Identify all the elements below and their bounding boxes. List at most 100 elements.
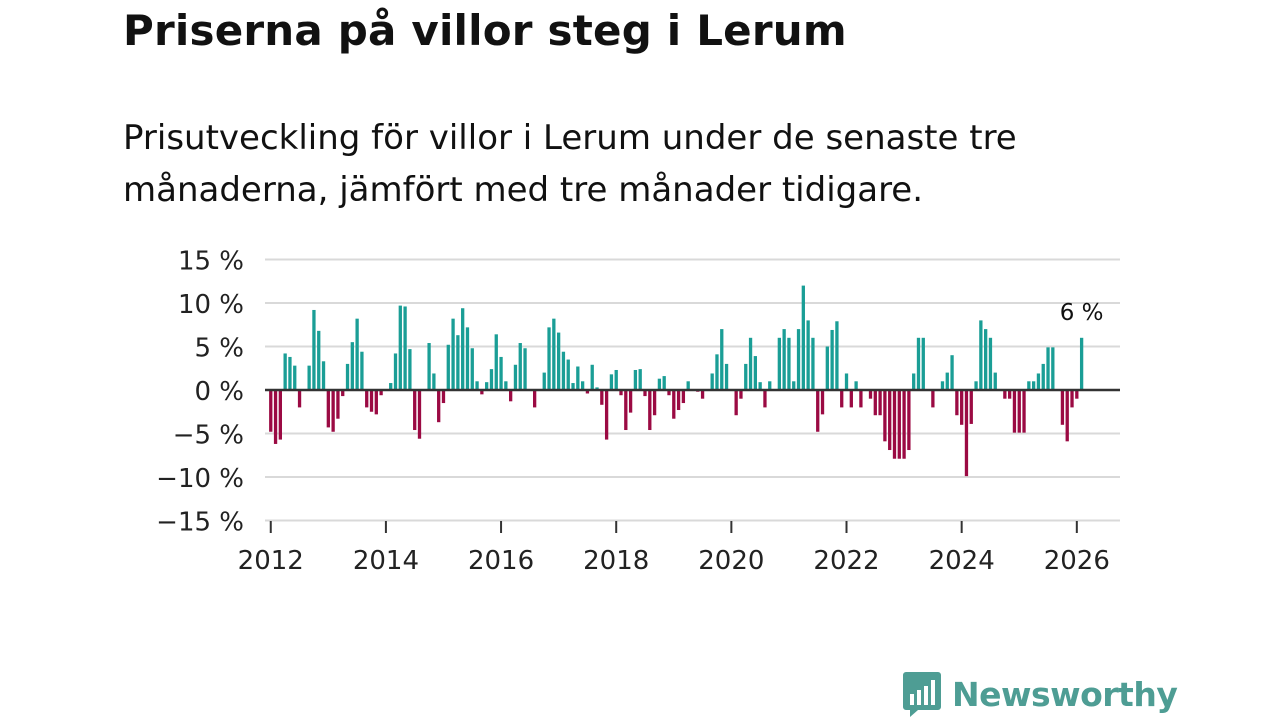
bar xyxy=(969,390,973,424)
bar xyxy=(379,390,383,396)
bar xyxy=(700,390,705,399)
x-axis: 2012 2014 2016 2018 2020 2022 2024 2026 xyxy=(238,521,1110,576)
bar xyxy=(595,387,599,390)
bar xyxy=(657,378,662,390)
bar xyxy=(547,327,551,390)
bar xyxy=(979,320,983,390)
bar xyxy=(854,381,858,390)
bar xyxy=(1060,390,1065,425)
bar xyxy=(398,305,402,390)
bar xyxy=(907,390,911,451)
bar xyxy=(1065,390,1069,442)
bar xyxy=(888,390,892,451)
bar xyxy=(590,364,594,390)
bar xyxy=(686,381,690,390)
bar xyxy=(873,390,877,416)
x-tick-label: 2024 xyxy=(929,546,995,576)
bar xyxy=(283,353,287,390)
bar xyxy=(984,329,988,390)
bar xyxy=(441,390,446,404)
bar xyxy=(993,372,997,390)
bar xyxy=(720,329,724,390)
bar xyxy=(417,390,422,439)
bar xyxy=(1031,381,1036,390)
bar xyxy=(485,382,489,390)
bar xyxy=(360,351,364,390)
bar xyxy=(331,390,335,432)
bar xyxy=(1027,381,1031,390)
y-tick-label: 10 % xyxy=(178,290,244,320)
bar xyxy=(619,390,623,396)
bar xyxy=(1079,337,1084,390)
bar xyxy=(825,346,829,390)
bar xyxy=(350,342,354,390)
bar xyxy=(489,369,494,390)
bar xyxy=(816,390,820,432)
bar xyxy=(897,390,901,459)
bar xyxy=(940,381,945,390)
bar xyxy=(278,390,283,440)
bar xyxy=(393,353,398,390)
bar xyxy=(475,381,479,390)
bar xyxy=(715,354,719,390)
bar xyxy=(945,372,949,390)
brand-logo[interactable]: Newsworthy xyxy=(902,668,1178,720)
bar xyxy=(806,320,810,390)
bar xyxy=(321,361,326,390)
bar xyxy=(1075,390,1079,399)
bar xyxy=(576,366,580,390)
bar xyxy=(796,329,801,390)
bar xyxy=(840,390,844,408)
bar xyxy=(317,330,321,390)
bar xyxy=(988,337,993,390)
bar xyxy=(494,334,498,390)
bar xyxy=(964,390,969,477)
bar xyxy=(552,318,556,390)
bar xyxy=(465,327,470,390)
bar xyxy=(859,390,863,408)
bar xyxy=(365,390,369,408)
bar xyxy=(293,365,297,390)
y-axis-labels: 15 % 10 % 5 % 0 % −5 % −10 % −15 % xyxy=(156,247,244,538)
bar xyxy=(600,390,604,405)
bar xyxy=(811,337,815,390)
bar xyxy=(336,390,340,419)
bar xyxy=(518,343,522,390)
x-tick-label: 2016 xyxy=(468,546,534,576)
bar xyxy=(561,351,566,390)
bar xyxy=(437,390,441,423)
bar xyxy=(758,382,762,390)
x-tick-label: 2020 xyxy=(698,546,764,576)
brand-name: Newsworthy xyxy=(952,674,1178,714)
bar xyxy=(480,390,484,395)
bar xyxy=(509,390,513,402)
bar xyxy=(787,337,791,390)
gridlines xyxy=(265,258,1120,522)
bar xyxy=(1051,347,1055,390)
bar xyxy=(638,369,642,390)
bar xyxy=(849,390,853,408)
bar xyxy=(355,318,359,390)
bar xyxy=(273,390,278,444)
bar xyxy=(777,337,781,390)
bar xyxy=(432,373,436,390)
bar xyxy=(782,329,786,390)
x-tick-label: 2022 xyxy=(813,546,879,576)
bar xyxy=(676,390,681,411)
bar xyxy=(681,390,686,404)
bar xyxy=(269,390,273,432)
bar xyxy=(580,381,585,390)
y-tick-label: −10 % xyxy=(156,464,244,494)
bar xyxy=(643,390,647,397)
bar xyxy=(931,390,935,408)
bar xyxy=(1007,390,1012,399)
y-tick-label: −15 % xyxy=(156,508,244,538)
bar xyxy=(297,390,302,408)
bar xyxy=(628,390,633,413)
bar xyxy=(369,390,374,412)
bar xyxy=(662,376,666,390)
bar xyxy=(504,381,508,390)
bar xyxy=(955,390,959,416)
bar xyxy=(624,390,628,431)
x-tick-label: 2012 xyxy=(238,546,304,576)
